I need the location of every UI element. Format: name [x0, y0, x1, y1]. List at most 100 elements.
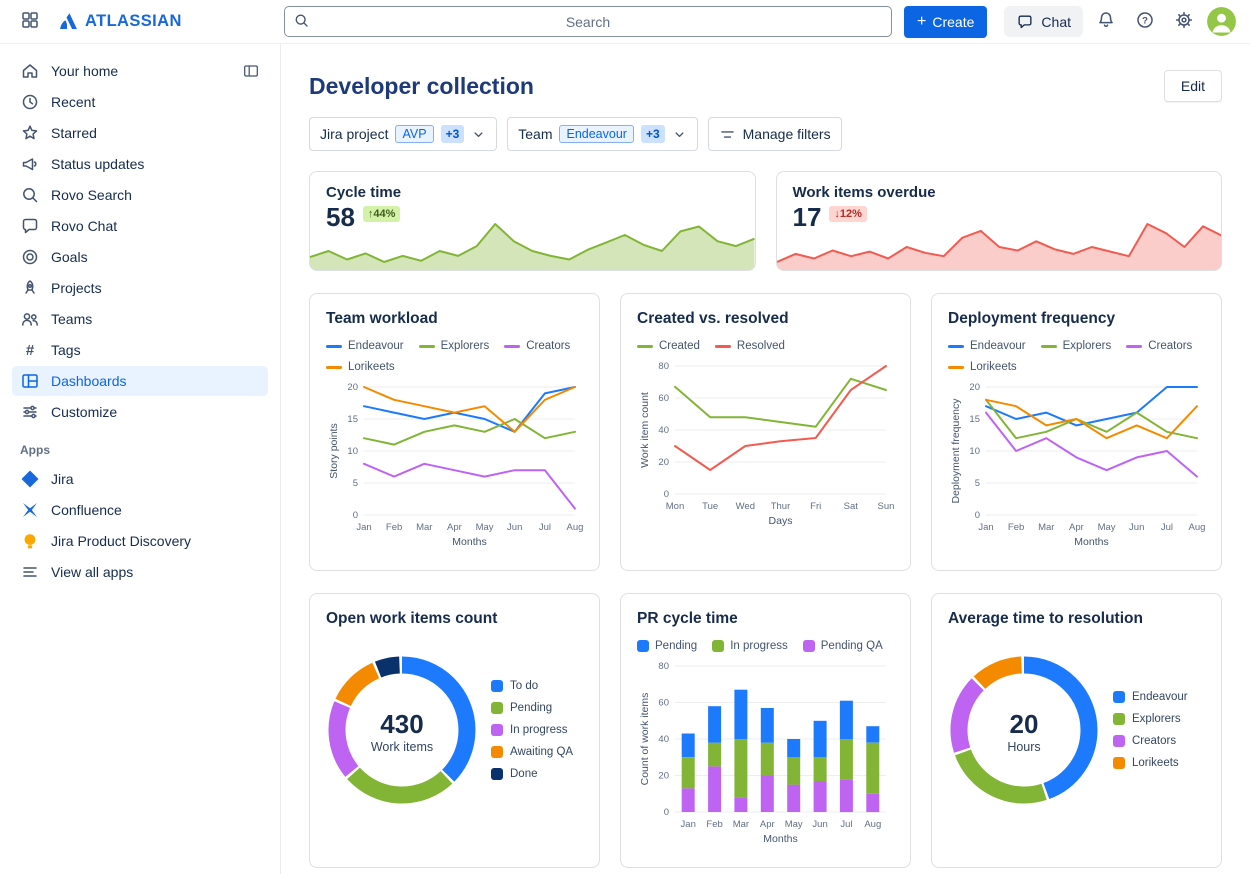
sidebar-item-rovo-chat[interactable]: Rovo Chat	[12, 211, 268, 241]
legend-label: Creators	[1148, 340, 1193, 352]
svg-text:Jul: Jul	[539, 522, 551, 533]
edit-button[interactable]: Edit	[1163, 70, 1222, 102]
sidebar-item-label: Jira	[51, 471, 74, 487]
sidebar-item-status-updates[interactable]: Status updates	[12, 149, 268, 179]
cycle-time-card[interactable]: Cycle time 58 ↑44%	[309, 171, 756, 271]
legend-label: In progress	[510, 724, 568, 736]
sidebar-item-goals[interactable]: Goals	[12, 242, 268, 272]
legend-swatch	[712, 640, 725, 652]
sidebar-item-rovo-search[interactable]: Rovo Search	[12, 180, 268, 210]
legend-item-lorikeets: Lorikeets	[948, 361, 1017, 373]
svg-text:Months: Months	[1074, 536, 1108, 548]
svg-text:Story points: Story points	[328, 423, 340, 478]
sidebar-item-confluence[interactable]: Confluence	[12, 495, 268, 525]
created-vs-resolved-card[interactable]: Created vs. resolved Created Resolved 0 20…	[620, 293, 911, 571]
legend-item-creators: Creators	[504, 340, 570, 352]
legend-swatch	[637, 344, 653, 348]
legend-label: Endeavour	[348, 340, 404, 352]
topbar: ATLASSIAN + Create Chat	[0, 0, 1250, 44]
settings-button[interactable]	[1168, 6, 1200, 38]
tag-icon: #	[20, 340, 40, 360]
sidebar-item-your-home[interactable]: Your home	[12, 56, 268, 86]
sidebar-item-starred[interactable]: Starred	[12, 118, 268, 148]
search-input[interactable]	[284, 6, 892, 37]
legend-item-created: Created	[637, 340, 700, 352]
legend-item-pending-qa: Pending QA	[802, 640, 883, 652]
sidebar-item-dashboards[interactable]: Dashboards	[12, 366, 268, 396]
topbar-left: ATLASSIAN	[14, 6, 272, 38]
manage-filters-button[interactable]: Manage filters	[707, 117, 842, 151]
svg-text:Jun: Jun	[812, 819, 827, 830]
chart-legend: Endeavour Explorers Creators Lorikeets	[326, 340, 583, 373]
create-button[interactable]: + Create	[904, 5, 988, 38]
help-button[interactable]: ?	[1129, 6, 1161, 38]
jira-project-filter[interactable]: Jira project AVP +3	[309, 117, 498, 151]
app-switcher-button[interactable]	[14, 6, 46, 38]
svg-text:Apr: Apr	[447, 522, 462, 533]
sidebar-item-label: Your home	[51, 63, 119, 79]
card-title: Team workload	[326, 310, 438, 327]
card-title: Open work items count	[326, 610, 498, 627]
svg-text:Sat: Sat	[844, 501, 859, 512]
svg-text:Feb: Feb	[706, 819, 722, 830]
legend-swatch	[504, 344, 521, 348]
sidebar-item-jira-product-discovery[interactable]: Jira Product Discovery	[12, 526, 268, 556]
project-icon	[20, 278, 40, 298]
create-button-label: Create	[932, 13, 975, 30]
sidebar-item-recent[interactable]: Recent	[12, 87, 268, 117]
svg-text:Fri: Fri	[810, 501, 821, 512]
chart-legend: Endeavour Explorers Creators Lorikeets	[1113, 691, 1188, 769]
svg-text:Deployment frequency: Deployment frequency	[950, 398, 962, 504]
team-filter-label: Team	[518, 126, 553, 142]
collapse-sidebar-icon[interactable]	[242, 62, 260, 80]
home-icon	[20, 61, 40, 81]
legend-swatch	[491, 680, 503, 692]
legend-label: Pending QA	[820, 640, 883, 652]
pr-cycle-time-chart: 0 20 40 60 80 Jan Feb Mar Apr May Jun Jul Aug Months C…	[639, 661, 886, 845]
legend-swatch	[1126, 344, 1143, 348]
svg-text:Apr: Apr	[1069, 522, 1084, 533]
teams-icon	[20, 309, 40, 329]
svg-text:80: 80	[658, 361, 669, 372]
open-work-items-card[interactable]: Open work items count 430 Work items To d…	[309, 593, 600, 868]
avatar-image	[1207, 7, 1236, 36]
team-filter[interactable]: Team Endeavour +3	[507, 117, 698, 151]
pr-cycle-time-card[interactable]: PR cycle time Pending In progress Pending …	[620, 593, 911, 868]
goal-icon	[20, 247, 40, 267]
card-title: Average time to resolution	[948, 610, 1143, 627]
avatar[interactable]	[1207, 7, 1236, 36]
sidebar-item-jira[interactable]: Jira	[12, 464, 268, 494]
legend-label: Lorikeets	[1132, 757, 1179, 769]
atlassian-logo[interactable]: ATLASSIAN	[58, 11, 182, 32]
chat-button[interactable]: Chat	[1004, 6, 1083, 37]
jira-project-filter-value: AVP	[395, 125, 434, 143]
sidebar-item-teams[interactable]: Teams	[12, 304, 268, 334]
legend-label: Created	[659, 340, 700, 352]
legend-item-endeavour: Endeavour	[1113, 691, 1188, 703]
work-items-overdue-card[interactable]: Work items overdue 17 ↓12%	[775, 171, 1222, 271]
legend-item-pending: Pending	[491, 702, 573, 714]
search-bar[interactable]	[284, 6, 892, 37]
svg-text:0: 0	[353, 510, 358, 521]
svg-text:Jul: Jul	[1161, 522, 1173, 533]
svg-text:Sun: Sun	[878, 501, 894, 512]
sidebar-item-customize[interactable]: Customize	[12, 397, 268, 427]
avg-time-to-resolution-card[interactable]: Average time to resolution 20 Hours Endea…	[931, 593, 1222, 868]
svg-text:Mon: Mon	[666, 501, 684, 512]
team-filter-value: Endeavour	[559, 125, 634, 143]
stat-title: Cycle time	[326, 184, 402, 201]
sidebar-item-tags[interactable]: # Tags	[12, 335, 268, 365]
legend-swatch	[491, 768, 503, 780]
deployment-frequency-card[interactable]: Deployment frequency Endeavour Explorers C…	[931, 293, 1222, 571]
apps-section-label: Apps	[20, 443, 50, 457]
sidebar-item-label: Rovo Search	[51, 187, 132, 203]
sidebar: Your home Recent Starred Status updates Rovo…	[0, 44, 280, 874]
sidebar-item-view-all-apps[interactable]: View all apps	[12, 557, 268, 587]
legend-label: Done	[510, 768, 538, 780]
stat-value: 17	[792, 202, 822, 232]
notifications-button[interactable]	[1090, 6, 1122, 38]
donut-center-value: 20	[1010, 709, 1039, 739]
sidebar-item-projects[interactable]: Projects	[12, 273, 268, 303]
team-workload-card[interactable]: Team workload Endeavour Explorers Creators…	[309, 293, 600, 571]
